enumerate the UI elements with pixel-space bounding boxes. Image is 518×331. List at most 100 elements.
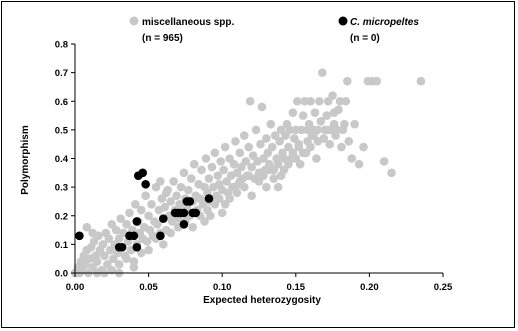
- y-tick-label: 0.4: [55, 154, 69, 165]
- misc-point: [188, 222, 198, 232]
- misc-point: [131, 200, 140, 209]
- micropeltes-point: [159, 214, 168, 223]
- misc-point: [207, 162, 217, 172]
- misc-point: [82, 222, 92, 232]
- misc-point: [172, 191, 181, 201]
- misc-point: [244, 171, 253, 180]
- misc-point: [235, 177, 245, 186]
- x-tick-label: 0.10: [213, 282, 232, 293]
- misc-point: [300, 96, 309, 106]
- misc-point: [201, 154, 211, 163]
- misc-point: [350, 119, 359, 129]
- misc-point: [104, 234, 114, 243]
- y-tick-label: 0.8: [55, 40, 68, 51]
- misc-point: [291, 125, 301, 135]
- misc-point: [210, 148, 220, 158]
- micropeltes-point: [179, 220, 189, 229]
- misc-point: [354, 159, 364, 169]
- misc-point: [175, 200, 184, 209]
- misc-point: [343, 76, 352, 86]
- misc-point: [328, 91, 337, 100]
- misc-point: [341, 96, 351, 106]
- misc-point: [332, 125, 342, 135]
- misc-point: [206, 211, 215, 221]
- misc-point: [92, 257, 102, 266]
- misc-point: [337, 142, 346, 152]
- series-micropeltes-points: [75, 168, 214, 252]
- misc-point: [340, 119, 349, 129]
- y-tick-label: 0.6: [55, 97, 68, 108]
- misc-point: [265, 165, 274, 175]
- micropeltes-point: [191, 208, 201, 218]
- misc-point: [156, 177, 165, 186]
- misc-point: [176, 182, 186, 192]
- misc-point: [251, 125, 261, 135]
- misc-point: [144, 211, 153, 221]
- misc-point: [125, 208, 134, 218]
- misc-point: [288, 108, 298, 117]
- micropeltes-point: [204, 194, 214, 203]
- y-tick-label: 0.1: [55, 240, 69, 251]
- misc-point: [241, 157, 251, 166]
- misc-point: [229, 182, 239, 192]
- misc-point: [197, 165, 206, 175]
- misc-point: [247, 191, 256, 201]
- misc-point: [335, 96, 345, 106]
- micropeltes-point: [132, 242, 142, 252]
- misc-point: [166, 197, 175, 206]
- misc-point: [262, 182, 271, 192]
- misc-point: [285, 125, 295, 135]
- micropeltes-point: [117, 242, 127, 252]
- misc-point: [379, 157, 389, 166]
- misc-point: [200, 217, 209, 226]
- misc-point: [387, 168, 396, 178]
- misc-point: [229, 159, 239, 169]
- x-tick-label: 0.20: [360, 282, 379, 293]
- micropeltes-point: [132, 217, 142, 226]
- misc-point: [166, 228, 175, 238]
- misc-point: [169, 177, 178, 186]
- misc-point: [184, 185, 193, 195]
- misc-point: [122, 254, 131, 263]
- misc-point: [316, 116, 326, 126]
- misc-point: [219, 165, 228, 175]
- misc-point: [161, 188, 171, 198]
- misc-point: [217, 208, 227, 218]
- micropeltes-point: [141, 179, 150, 189]
- misc-point: [179, 168, 189, 178]
- misc-point: [114, 260, 124, 269]
- misc-point: [322, 111, 332, 120]
- misc-point: [116, 214, 125, 223]
- misc-point: [312, 154, 321, 163]
- micropeltes-point: [156, 231, 165, 241]
- misc-point: [107, 265, 117, 275]
- misc-point: [298, 111, 308, 120]
- misc-point: [153, 220, 162, 229]
- micropeltes-point: [179, 208, 189, 218]
- micropeltes-point: [138, 168, 148, 178]
- misc-point: [275, 137, 284, 146]
- legend-marker-micropeltes: [338, 16, 348, 26]
- misc-point: [144, 245, 153, 255]
- misc-point: [315, 96, 324, 106]
- misc-point: [297, 125, 306, 135]
- misc-point: [372, 76, 382, 86]
- misc-point: [213, 171, 223, 180]
- misc-point: [259, 171, 268, 180]
- misc-point: [204, 174, 214, 183]
- legend-label-misc: miscellaneous spp.: [142, 17, 234, 28]
- misc-point: [220, 142, 230, 152]
- legend-label-micropeltes: C. micropeltes: [350, 17, 419, 28]
- misc-point: [159, 240, 168, 249]
- misc-point: [273, 182, 283, 192]
- misc-point: [273, 159, 283, 169]
- misc-point: [245, 96, 255, 106]
- misc-point: [231, 137, 240, 146]
- y-tick-label: 0.0: [55, 269, 68, 280]
- misc-point: [220, 200, 230, 209]
- misc-point: [141, 191, 150, 201]
- x-axis-ticks: 0.00 0.05 0.10 0.15 0.20 0.25: [66, 273, 453, 293]
- legend-marker-misc: [129, 16, 139, 26]
- misc-point: [256, 139, 265, 149]
- misc-point: [129, 262, 139, 272]
